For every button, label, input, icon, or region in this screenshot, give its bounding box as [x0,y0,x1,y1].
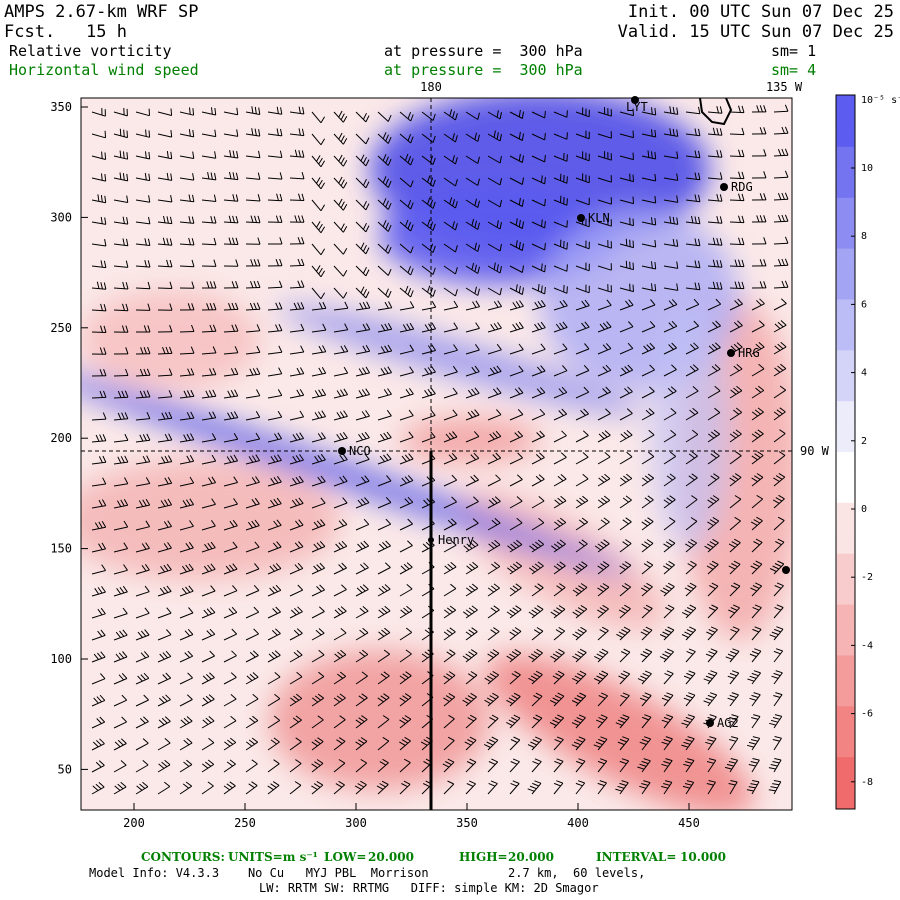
colorbar-label: 2 [861,436,867,447]
colorbar-label: -8 [861,777,873,788]
colorbar-label: 0 [861,504,867,515]
station-rdg: RDG [731,180,753,194]
station-lyt: LYT [626,100,648,114]
x-tick-label: 200 [123,816,145,830]
station-dot-kln [577,214,585,222]
y-tick-label: 300 [50,210,72,224]
station-kln: KLN [588,211,610,225]
station-dot-rdg [720,183,728,191]
colorbar-label: 4 [861,368,867,379]
model-title: AMPS 2.67-km WRF SP [4,2,199,22]
field1-name: Relative vorticity [9,42,172,60]
x-tick-label: 250 [234,816,256,830]
x-tick-label: 350 [456,816,478,830]
init-time: Init. 00 UTC Sun 07 Dec 25 [627,2,894,22]
x-axis: 200 250 300 350 400 450 [123,803,700,830]
forecast-label: Fcst. [4,22,56,42]
colorbar-unit: 10⁻⁵ s⁻¹ [861,95,900,106]
station-henry: Henry [438,533,474,547]
meridian-135w-label: 135 W [766,80,803,94]
y-tick-label: 250 [50,321,72,335]
meridian-90w-label: 90 W [800,444,830,458]
field2-name: Horizontal wind speed [9,61,199,79]
contours-interval-value: 10.000 [680,850,726,864]
x-tick-label: 400 [567,816,589,830]
colorbar-label: -6 [861,709,873,720]
y-tick-label: 100 [50,652,72,666]
field2-level: at pressure = 300 hPa [384,61,583,79]
forecast-value: 15 h [86,22,127,42]
station-ag2: AG2 [717,716,739,730]
station-dot-edge [782,566,790,574]
station-dot-henry [428,537,434,543]
field1-smoothing: sm= 1 [771,42,817,60]
colorbar-label: 10 [861,163,873,174]
colorbar-label: 8 [861,231,867,242]
contours-low-label: LOW= [324,850,367,864]
colorbar-label: -2 [861,572,873,583]
station-dot-hrg [727,349,735,357]
colorbar-label: -4 [861,640,873,651]
plot-frame [80,97,793,811]
colorbar: 10⁻⁵ s⁻¹ 10 8 6 4 2 0 -2 -4 -6 -8 [835,94,900,810]
meridian-180-label: 180 [420,80,442,94]
contours-interval-label: INTERVAL= [596,850,677,864]
coastline [699,98,733,126]
model-info: Model Info: V4.3.3 No Cu MYJ PBL Morriso… [89,866,646,880]
contours-label: CONTOURS: [141,850,225,864]
physics-info: LW: RRTM SW: RRTMG DIFF: simple KM: 2D S… [259,881,599,895]
y-tick-label: 200 [50,431,72,445]
colorbar-label: 6 [861,299,867,310]
contours-high-value: 20.000 [508,850,554,864]
field2-smoothing: sm= 4 [771,61,817,79]
station-hrg: HRG [738,346,760,360]
station-dot-nco [338,447,346,455]
valid-time: Valid. 15 UTC Sun 07 Dec 25 [617,22,894,42]
station-nco: NCO [349,444,371,458]
y-tick-label: 350 [50,100,72,114]
contours-units: UNITS=m s⁻¹ [228,850,318,864]
contours-low-value: 20.000 [368,850,414,864]
vorticity-field [81,98,792,810]
station-dot-lyt [631,96,639,104]
y-tick-label: 50 [58,762,72,776]
x-tick-label: 300 [345,816,367,830]
field1-level: at pressure = 300 hPa [384,42,583,60]
contours-high-label: HIGH= [459,850,508,864]
stations: LYT RDG KLN HRG NCO Henry AG2 [338,96,790,730]
station-dot-ag2 [706,719,714,727]
y-axis: 350 300 250 200 150 100 50 [50,100,88,776]
wind-barbs [91,104,789,795]
y-tick-label: 150 [50,542,72,556]
x-tick-label: 450 [678,816,700,830]
